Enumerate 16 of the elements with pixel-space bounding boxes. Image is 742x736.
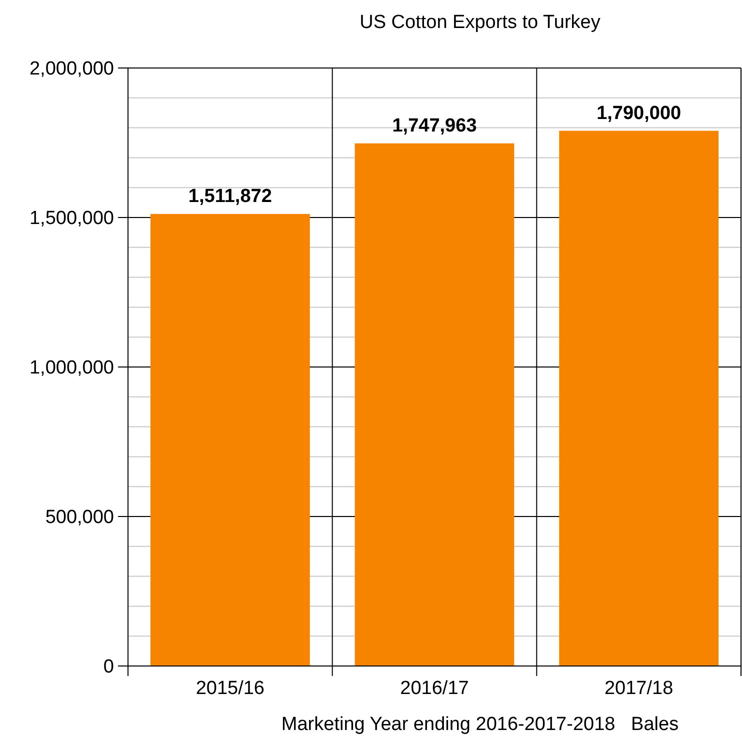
data-label: 1,747,963 — [392, 115, 477, 136]
y-tick-label: 2,000,000 — [29, 58, 114, 80]
bar — [150, 214, 310, 666]
x-tick-label: 2017/18 — [604, 678, 674, 699]
x-tick-label: 2016/17 — [400, 678, 469, 699]
y-tick-label: 500,000 — [45, 507, 114, 528]
y-tick-label: 0 — [103, 656, 114, 678]
bar — [354, 143, 514, 666]
data-label: 1,511,872 — [188, 186, 272, 207]
y-tick-label: 1,000,000 — [29, 358, 114, 379]
y-tick-label: 1,500,000 — [29, 208, 114, 230]
bar — [559, 130, 719, 666]
chart-title: US Cotton Exports to Turkey — [360, 12, 601, 33]
x-axis-title: Marketing Year ending 2016-2017-2018 Bales — [281, 714, 679, 735]
x-tick-label: 2015/16 — [196, 678, 265, 699]
data-label: 1,790,000 — [596, 102, 682, 124]
